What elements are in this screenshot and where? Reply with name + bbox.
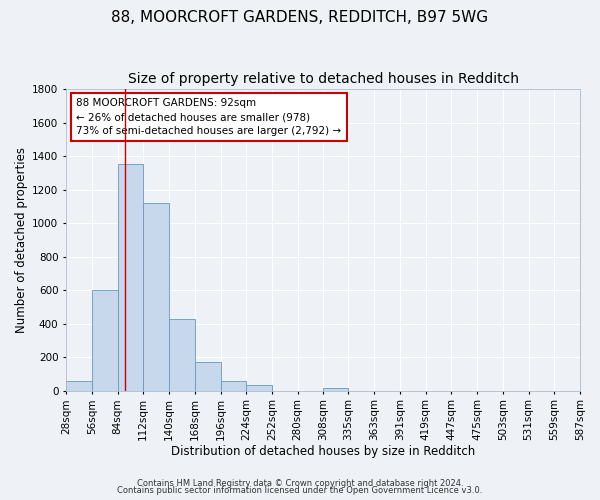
Bar (246, 384, 272, 390)
Title: Size of property relative to detached houses in Redditch: Size of property relative to detached ho… (128, 72, 518, 86)
Bar (221, 380, 246, 390)
Bar (323, 388, 349, 390)
Text: Contains HM Land Registry data © Crown copyright and database right 2024.: Contains HM Land Registry data © Crown c… (137, 478, 463, 488)
Bar (143, 203, 169, 390)
Bar (195, 362, 221, 390)
Text: Contains public sector information licensed under the Open Government Licence v3: Contains public sector information licen… (118, 486, 482, 495)
Y-axis label: Number of detached properties: Number of detached properties (15, 147, 28, 333)
Bar (66, 380, 92, 390)
Bar (169, 318, 195, 390)
Text: 88, MOORCROFT GARDENS, REDDITCH, B97 5WG: 88, MOORCROFT GARDENS, REDDITCH, B97 5WG (112, 10, 488, 25)
Bar (92, 290, 118, 390)
X-axis label: Distribution of detached houses by size in Redditch: Distribution of detached houses by size … (171, 444, 475, 458)
Text: 88 MOORCROFT GARDENS: 92sqm
← 26% of detached houses are smaller (978)
73% of se: 88 MOORCROFT GARDENS: 92sqm ← 26% of det… (76, 98, 341, 136)
Bar (118, 164, 143, 390)
